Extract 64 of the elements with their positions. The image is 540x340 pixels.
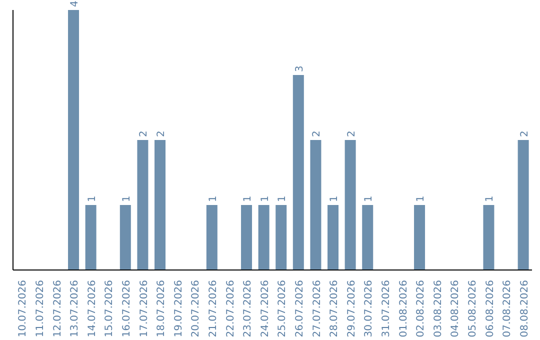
x-tick-label: 24.07.2026 [260, 280, 271, 338]
x-tick-label: 14.07.2026 [86, 280, 98, 338]
bar [483, 205, 494, 270]
data-label: 1 [484, 196, 496, 202]
x-tick-label: 18.07.2026 [156, 280, 168, 338]
x-tick-label: 04.08.2026 [450, 280, 462, 338]
data-label: 1 [364, 196, 375, 202]
data-label: 1 [121, 196, 132, 202]
x-tick-label: 22.07.2026 [225, 280, 236, 338]
x-tick-label: 20.07.2026 [190, 280, 202, 338]
x-tick-label: 08.08.2026 [519, 280, 530, 338]
bar [518, 140, 529, 270]
x-tick-label: 28.07.2026 [329, 280, 340, 338]
x-tick-label: 29.07.2026 [346, 280, 358, 338]
x-tick-label: 16.07.2026 [121, 280, 132, 338]
x-tick-label: 02.08.2026 [416, 280, 427, 338]
data-label: 1 [329, 196, 340, 202]
x-tick-label: 01.08.2026 [398, 280, 410, 338]
data-label: 3 [294, 66, 306, 72]
bar [68, 10, 80, 270]
data-label: 1 [277, 196, 288, 202]
bar [414, 205, 426, 270]
x-tick-label: 27.07.2026 [312, 280, 323, 338]
data-label: 4 [70, 0, 81, 7]
data-label: 1 [260, 196, 271, 202]
x-tick-label: 15.07.2026 [104, 280, 116, 338]
x-tick-label: 17.07.2026 [138, 280, 150, 338]
x-tick-label: 07.08.2026 [502, 280, 514, 338]
x-tick-label: 06.08.2026 [484, 280, 496, 338]
bar [362, 205, 374, 270]
x-tick-label: 31.07.2026 [380, 280, 392, 338]
x-tick-label: 12.07.2026 [52, 280, 64, 338]
x-tick-label: 26.07.2026 [294, 280, 306, 338]
x-tick-label: 11.07.2026 [34, 280, 46, 338]
bar [154, 140, 166, 270]
data-label: 1 [416, 196, 427, 202]
bar [344, 140, 356, 270]
bar [85, 205, 96, 270]
bar [328, 205, 339, 270]
x-tick-label: 05.08.2026 [467, 280, 478, 338]
bar [258, 205, 270, 270]
x-tick-label: 10.07.2026 [18, 280, 29, 338]
data-label: 1 [208, 196, 219, 202]
x-tick-label: 23.07.2026 [242, 280, 254, 338]
data-label: 1 [86, 196, 98, 202]
data-label: 2 [156, 130, 168, 137]
x-tick-label: 21.07.2026 [208, 280, 219, 338]
data-label: 2 [519, 130, 530, 137]
bar [292, 75, 304, 270]
bar [241, 205, 252, 270]
x-tick-label: 25.07.2026 [277, 280, 288, 338]
x-tick-label: 13.07.2026 [70, 280, 81, 338]
bar [120, 205, 131, 270]
data-label: 1 [242, 196, 254, 202]
bar [310, 140, 322, 270]
bar [137, 140, 148, 270]
bar [276, 205, 287, 270]
x-tick-label: 19.07.2026 [173, 280, 184, 338]
x-tick-label: 30.07.2026 [364, 280, 375, 338]
data-label: 2 [312, 130, 323, 137]
data-label: 2 [138, 130, 150, 137]
data-label: 2 [346, 130, 358, 137]
x-tick-label: 03.08.2026 [432, 280, 444, 338]
bar [206, 205, 218, 270]
